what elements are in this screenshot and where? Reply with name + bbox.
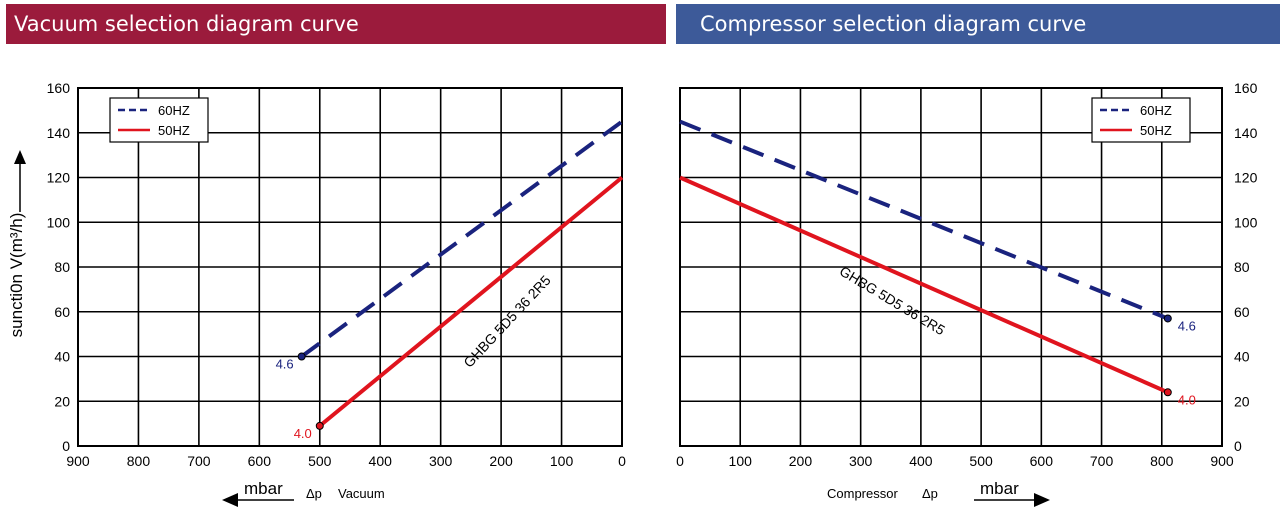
vacuum-legend-box — [109, 97, 209, 143]
compressor-legend-label-50hz: 50HZ — [1140, 123, 1172, 138]
compressor-x-tick-label: 800 — [1150, 453, 1174, 469]
vacuum-x-axis-arrow-head — [222, 493, 238, 507]
vacuum-x-tick-label: 200 — [489, 453, 513, 469]
vacuum-series-50hz-line — [318, 175, 624, 428]
compressor-y-tick-label: 60 — [1234, 304, 1250, 320]
vacuum-y-axis-label: suncti0n V(m³/h) — [7, 213, 26, 338]
compressor-x-tick-label: 500 — [969, 453, 993, 469]
vacuum-series-60hz-line — [300, 119, 624, 359]
compressor-x-axis-mode: Compressor — [827, 486, 898, 501]
compressor-y-tick-label: 160 — [1234, 80, 1258, 96]
vacuum-y-tick-label: 120 — [47, 170, 71, 186]
vacuum-series-50hz-end-label: 4.0 — [294, 426, 312, 441]
compressor-x-tick-label: 0 — [676, 453, 684, 469]
compressor-x-tick-label: 400 — [909, 453, 933, 469]
vacuum-y-tick-label: 160 — [47, 80, 71, 96]
compressor-x-axis-delta: Δp — [922, 486, 938, 501]
compressor-y-tick-label: 40 — [1234, 349, 1250, 365]
vacuum-x-tick-label: 700 — [187, 453, 211, 469]
compressor-x-tick-label: 900 — [1210, 453, 1234, 469]
compressor-series-60hz-end-point — [1163, 314, 1172, 323]
vacuum-x-axis-unit: mbar — [244, 479, 283, 498]
vacuum-x-tick-label: 900 — [66, 453, 90, 469]
compressor-x-axis-arrow-head — [1034, 493, 1050, 507]
vacuum-x-tick-label: 0 — [618, 453, 626, 469]
vacuum-legend-label-60hz: 60HZ — [158, 103, 190, 118]
vacuum-chart-title: Vacuum selection diagram curve — [6, 4, 666, 44]
vacuum-plot-frame — [77, 87, 623, 447]
vacuum-y-tick-label: 140 — [47, 125, 71, 141]
vacuum-y-tick-label: 60 — [54, 304, 70, 320]
compressor-series-60hz-end-label: 4.6 — [1178, 318, 1196, 333]
compressor-y-tick-label: 0 — [1234, 438, 1242, 454]
compressor-x-tick-label: 100 — [729, 453, 753, 469]
vacuum-x-tick-label: 400 — [369, 453, 393, 469]
compressor-series-50hz-line — [679, 175, 1169, 395]
vacuum-x-axis-delta: Δp — [306, 486, 322, 501]
vacuum-y-tick-label: 100 — [47, 214, 71, 230]
compressor-x-axis-unit: mbar — [980, 479, 1019, 498]
vacuum-y-tick-label: 20 — [54, 393, 70, 409]
compressor-x-tick-label: 600 — [1030, 453, 1054, 469]
compressor-y-tick-label: 20 — [1234, 393, 1250, 409]
compressor-y-tick-label: 80 — [1234, 259, 1250, 275]
vacuum-x-tick-label: 600 — [248, 453, 272, 469]
vacuum-y-tick-label: 40 — [54, 349, 70, 365]
compressor-series-50hz-end-label: 4.0 — [1178, 392, 1196, 407]
compressor-series-60hz-line — [679, 119, 1169, 321]
compressor-plot-frame — [679, 87, 1223, 447]
compressor-y-tick-label: 140 — [1234, 125, 1258, 141]
vacuum-x-tick-label: 500 — [308, 453, 332, 469]
compressor-y-tick-label: 100 — [1234, 214, 1258, 230]
vacuum-y-tick-label: 80 — [54, 259, 70, 275]
compressor-x-tick-label: 200 — [789, 453, 813, 469]
vacuum-series-60hz-end-label: 4.6 — [276, 357, 294, 372]
vacuum-x-axis-mode: Vacuum — [338, 486, 385, 501]
vacuum-y-tick-label: 0 — [62, 438, 70, 454]
compressor-legend-label-60hz: 60HZ — [1140, 103, 1172, 118]
vacuum-x-tick-label: 800 — [127, 453, 151, 469]
compressor-y-tick-label: 120 — [1234, 170, 1258, 186]
vacuum-series-50hz-end-point — [315, 421, 324, 430]
vacuum-legend-label-50hz: 50HZ — [158, 123, 190, 138]
compressor-legend-box — [1091, 97, 1191, 143]
vacuum-x-tick-label: 300 — [429, 453, 453, 469]
vacuum-y-axis-arrow-head — [14, 150, 26, 164]
vacuum-series-60hz-end-point — [297, 352, 306, 361]
compressor-x-tick-label: 700 — [1090, 453, 1114, 469]
vacuum-x-tick-label: 100 — [550, 453, 574, 469]
compressor-x-tick-label: 300 — [849, 453, 873, 469]
compressor-series-50hz-end-point — [1163, 388, 1172, 397]
compressor-model-annotation: GHBG 5D5 36 2R5 — [837, 263, 948, 339]
compressor-chart-title: Compressor selection diagram curve — [676, 4, 1280, 44]
